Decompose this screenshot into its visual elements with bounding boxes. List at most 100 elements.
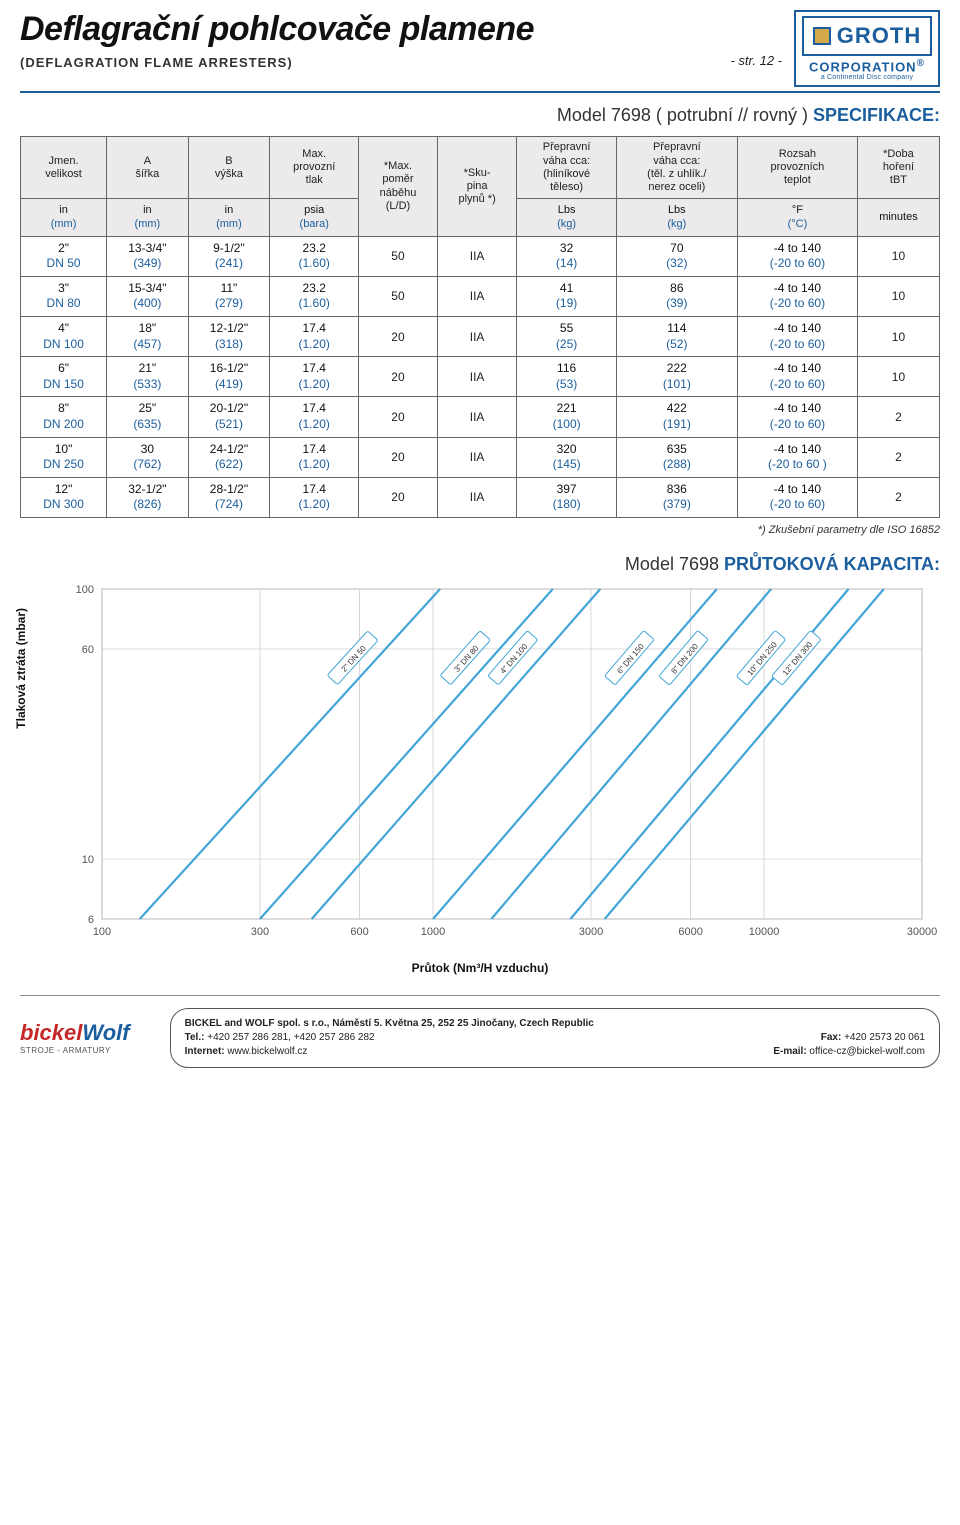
footer-contact-box: BICKEL and WOLF spol. s r.o., Náměstí 5.… xyxy=(170,1008,940,1068)
table-cell: 28-1/2"(724) xyxy=(188,477,270,517)
table-cell: IIA xyxy=(437,437,517,477)
table-row: 10"DN 25030(762)24-1/2"(622)17.4(1.20)20… xyxy=(21,437,940,477)
footer-brand: bickelWolf xyxy=(20,1020,130,1046)
logo-sub: a Continental Disc company xyxy=(821,74,913,81)
table-cell: IIA xyxy=(437,276,517,316)
web-value: www.bickelwolf.cz xyxy=(225,1046,308,1057)
col-unit: psia(bara) xyxy=(270,199,359,237)
table-cell: 320(145) xyxy=(517,437,616,477)
main-title: Deflagrační pohlcovače plamene xyxy=(20,10,782,49)
svg-text:10: 10 xyxy=(82,854,94,866)
table-cell: -4 to 140(-20 to 60 ) xyxy=(737,437,857,477)
col-header: Rozsahprovozníchteplot xyxy=(737,137,857,199)
table-cell: 836(379) xyxy=(616,477,737,517)
tel-label: Tel.: xyxy=(185,1032,205,1043)
table-cell: 17.4(1.20) xyxy=(270,397,359,437)
table-cell: 221(100) xyxy=(517,397,616,437)
logo-corp: CORPORATION® xyxy=(809,58,925,74)
table-cell: 21"(533) xyxy=(107,357,189,397)
table-cell: 23.2(1.60) xyxy=(270,236,359,276)
fax-label: Fax: xyxy=(821,1032,842,1043)
table-cell: 6"DN 150 xyxy=(21,357,107,397)
footer-brand-2: Wolf xyxy=(82,1020,129,1045)
col-unit: Lbs(kg) xyxy=(517,199,616,237)
table-cell: 25"(635) xyxy=(107,397,189,437)
table-cell: 4"DN 100 xyxy=(21,317,107,357)
page-header: Deflagrační pohlcovače plamene (DEFLAGRA… xyxy=(20,10,940,93)
table-cell: IIA xyxy=(437,236,517,276)
table-cell: 2 xyxy=(857,397,939,437)
table-cell: 17.4(1.20) xyxy=(270,437,359,477)
table-cell: 32-1/2"(826) xyxy=(107,477,189,517)
table-cell: IIA xyxy=(437,317,517,357)
reg-icon: ® xyxy=(917,58,925,69)
mail-label: E-mail: xyxy=(773,1046,806,1057)
table-cell: 17.4(1.20) xyxy=(270,477,359,517)
table-cell: 10 xyxy=(857,236,939,276)
table-cell: 10"DN 250 xyxy=(21,437,107,477)
table-cell: 41(19) xyxy=(517,276,616,316)
table-cell: 635(288) xyxy=(616,437,737,477)
col-header: Přepravníváha cca:(hliníkovétěleso) xyxy=(517,137,616,199)
col-header: Přepravníváha cca:(těl. z uhlík./nerez o… xyxy=(616,137,737,199)
logo-inner: GROTH xyxy=(802,16,932,56)
table-cell: 55(25) xyxy=(517,317,616,357)
col-unit: °F(°C) xyxy=(737,199,857,237)
table-cell: 10 xyxy=(857,276,939,316)
spec-title-b: SPECIFIKACE: xyxy=(813,105,940,125)
table-cell: 20 xyxy=(359,397,438,437)
table-cell: 11"(279) xyxy=(188,276,270,316)
footer-tag: STROJE - ARMATURY xyxy=(20,1046,111,1055)
table-cell: 86(39) xyxy=(616,276,737,316)
table-cell: 50 xyxy=(359,236,438,276)
spec-table: Jmen.velikostAšířkaBvýškaMax.provoznítla… xyxy=(20,136,940,518)
table-footnote: *) Zkušební parametry dle ISO 16852 xyxy=(20,524,940,536)
logo-brand-text: GROTH xyxy=(837,23,921,49)
table-cell: 3"DN 80 xyxy=(21,276,107,316)
table-cell: -4 to 140(-20 to 60) xyxy=(737,357,857,397)
table-cell: 8"DN 200 xyxy=(21,397,107,437)
table-cell: 222(101) xyxy=(616,357,737,397)
table-cell: IIA xyxy=(437,357,517,397)
col-header: Jmen.velikost xyxy=(21,137,107,199)
x-axis-label: Průtok (Nm³/H vzduchu) xyxy=(20,961,940,975)
table-cell: 20 xyxy=(359,477,438,517)
table-cell: 12-1/2"(318) xyxy=(188,317,270,357)
table-cell: -4 to 140(-20 to 60) xyxy=(737,477,857,517)
table-cell: 12"DN 300 xyxy=(21,477,107,517)
table-row: 2"DN 5013-3/4"(349)9-1/2"(241)23.2(1.60)… xyxy=(21,236,940,276)
chart: Tlaková ztráta (mbar) 100300600100030006… xyxy=(20,579,940,975)
svg-text:600: 600 xyxy=(350,926,368,938)
table-cell: -4 to 140(-20 to 60) xyxy=(737,397,857,437)
col-unit: minutes xyxy=(857,199,939,237)
table-cell: 20 xyxy=(359,357,438,397)
table-row: 3"DN 8015-3/4"(400)11"(279)23.2(1.60)50I… xyxy=(21,276,940,316)
col-unit: Lbs(kg) xyxy=(616,199,737,237)
page-footer: bickelWolf STROJE - ARMATURY BICKEL and … xyxy=(20,995,940,1068)
table-cell: 13-3/4"(349) xyxy=(107,236,189,276)
table-row: 6"DN 15021"(533)16-1/2"(419)17.4(1.20)20… xyxy=(21,357,940,397)
svg-text:6000: 6000 xyxy=(678,926,702,938)
table-cell: 30(762) xyxy=(107,437,189,477)
svg-text:60: 60 xyxy=(82,644,94,656)
table-cell: 2"DN 50 xyxy=(21,236,107,276)
table-header: Jmen.velikostAšířkaBvýškaMax.provoznítla… xyxy=(21,137,940,236)
chart-svg: 1003006001000300060001000030000610601002… xyxy=(52,579,952,959)
table-row: 12"DN 30032-1/2"(826)28-1/2"(724)17.4(1.… xyxy=(21,477,940,517)
table-cell: 16-1/2"(419) xyxy=(188,357,270,397)
table-cell: -4 to 140(-20 to 60) xyxy=(737,317,857,357)
svg-text:10000: 10000 xyxy=(749,926,780,938)
page-number: - str. 12 - xyxy=(730,53,782,70)
col-header: *DobahořenítBT xyxy=(857,137,939,199)
table-cell: 50 xyxy=(359,276,438,316)
table-cell: 116(53) xyxy=(517,357,616,397)
table-cell: 114(52) xyxy=(616,317,737,357)
svg-text:3000: 3000 xyxy=(579,926,603,938)
col-unit: in(mm) xyxy=(107,199,189,237)
table-cell: 422(191) xyxy=(616,397,737,437)
y-axis-label: Tlaková ztráta (mbar) xyxy=(14,608,28,729)
table-row: 4"DN 10018"(457)12-1/2"(318)17.4(1.20)20… xyxy=(21,317,940,357)
col-header: Max.provoznítlak xyxy=(270,137,359,199)
table-cell: 9-1/2"(241) xyxy=(188,236,270,276)
col-unit: in(mm) xyxy=(188,199,270,237)
